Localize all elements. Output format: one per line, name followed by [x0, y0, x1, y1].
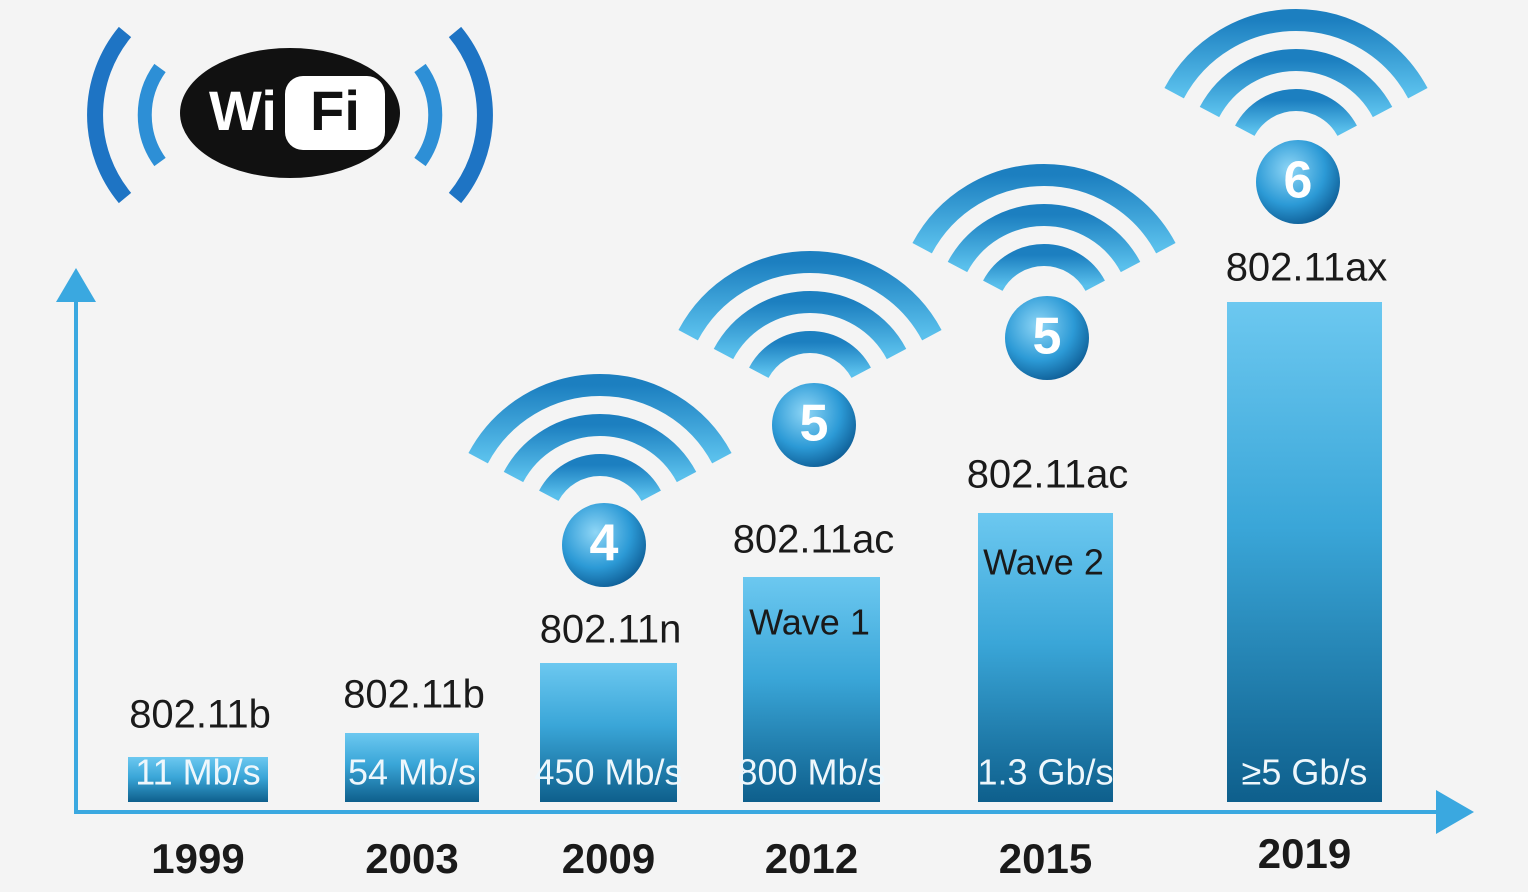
- bar: [743, 577, 880, 802]
- wifi-logo: Wi Fi: [87, 26, 493, 204]
- standard-label: 802.11ac: [967, 453, 1129, 497]
- logo-box: [285, 76, 385, 150]
- year-label: 2019: [1258, 830, 1351, 877]
- speed-label: 450 Mb/s: [534, 752, 682, 793]
- logo-arc: [137, 63, 166, 167]
- generation-number: 5: [1033, 308, 1062, 366]
- signal-arc: [503, 414, 697, 483]
- signal-arc: [539, 454, 661, 502]
- generation-badge: [1256, 140, 1340, 224]
- bar: [345, 733, 479, 802]
- speed-label: 54 Mb/s: [348, 752, 476, 793]
- logo-arc: [87, 26, 132, 204]
- signal-arc: [947, 204, 1141, 273]
- signal-arc: [468, 374, 732, 464]
- standard-label: 802.11ac: [733, 518, 895, 562]
- year-label: 2015: [999, 835, 1092, 882]
- signal-arc: [1164, 9, 1428, 99]
- standard-label: 802.11b: [129, 693, 271, 737]
- signal-arc: [1199, 49, 1393, 118]
- generation-badge: [772, 383, 856, 467]
- generation-badge: [562, 503, 646, 587]
- speed-label: 11 Mb/s: [135, 752, 260, 793]
- signal-arc: [1235, 89, 1357, 137]
- signal-arc: [983, 244, 1105, 292]
- axis-arrow: [1436, 790, 1474, 834]
- wave-label: Wave 2: [983, 542, 1104, 583]
- standard-label: 802.11n: [540, 608, 682, 652]
- year-label: 2009: [562, 835, 655, 882]
- generation-number: 4: [590, 515, 619, 573]
- speed-label: ≥5 Gb/s: [1242, 752, 1368, 793]
- year-label: 2003: [365, 835, 458, 882]
- signal-arc: [713, 291, 907, 360]
- logo-arc: [448, 26, 493, 204]
- signal-arc: [749, 331, 871, 379]
- speed-label: 800 Mb/s: [737, 752, 885, 793]
- signal-arc: [912, 164, 1176, 254]
- generation-number: 5: [800, 395, 829, 453]
- logo-arc: [414, 63, 443, 167]
- bar: [978, 513, 1113, 802]
- logo-text: Wi: [209, 79, 277, 142]
- wave-label: Wave 1: [749, 602, 870, 643]
- axis-arrow: [56, 268, 96, 302]
- year-label: 1999: [151, 835, 244, 882]
- bar: [540, 663, 677, 802]
- speed-label: 1.3 Gb/s: [977, 752, 1113, 793]
- bar: [128, 757, 268, 802]
- bar: [1227, 302, 1382, 802]
- generation-badge: [1005, 296, 1089, 380]
- generation-number: 6: [1284, 152, 1313, 210]
- standard-label: 802.11ax: [1226, 246, 1388, 290]
- standard-label: 802.11b: [343, 673, 485, 717]
- signal-arc: [678, 251, 942, 341]
- logo-text: Fi: [310, 79, 360, 142]
- year-label: 2012: [765, 835, 858, 882]
